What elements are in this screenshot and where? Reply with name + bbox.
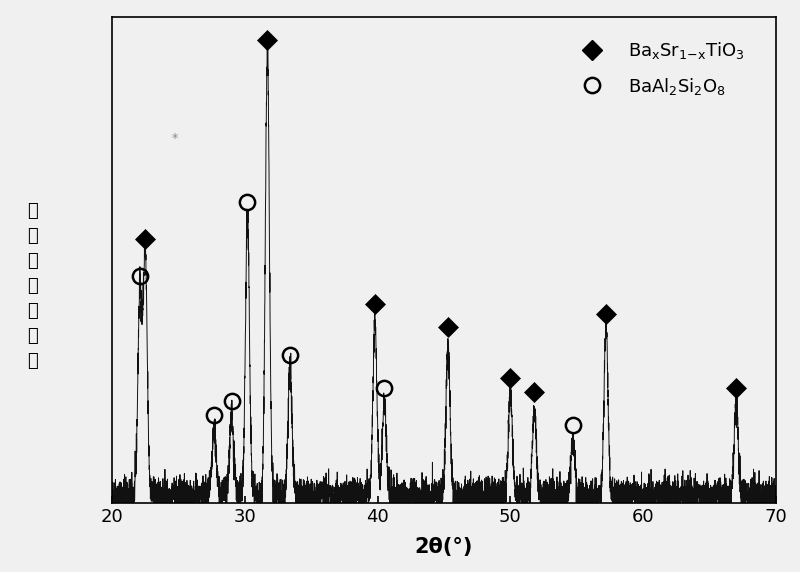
Text: 衍
射
峰
相
对
强
度: 衍 射 峰 相 对 强 度: [26, 202, 38, 370]
Legend: $\mathrm{Ba_xSr_{1\mathregular{-}x}TiO_3}$, $\mathrm{BaAl_2Si_2O_8}$: $\mathrm{Ba_xSr_{1\mathregular{-}x}TiO_3…: [565, 31, 754, 106]
X-axis label: 2θ(°): 2θ(°): [415, 537, 473, 557]
Text: *: *: [172, 132, 178, 145]
